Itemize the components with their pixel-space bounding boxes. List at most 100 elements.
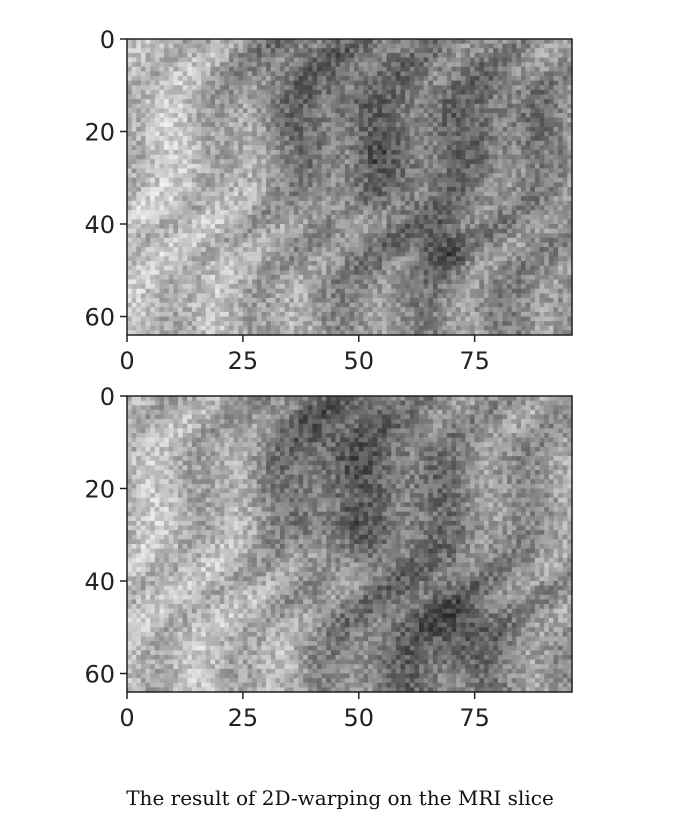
- heatmap-cell: [446, 237, 453, 244]
- heatmap-cell: [289, 52, 295, 59]
- heatmap-cell: [177, 196, 184, 202]
- heatmap-cell: [553, 237, 559, 244]
- heatmap-cell: [516, 39, 522, 45]
- heatmap-cell: [432, 270, 439, 276]
- heatmap-cell: [534, 256, 541, 262]
- heatmap-cell: [544, 205, 550, 211]
- heatmap-cell: [391, 52, 397, 59]
- heatmap-cell: [493, 39, 499, 45]
- heatmap-cell: [321, 205, 327, 211]
- heatmap-cell: [363, 228, 369, 234]
- heatmap-cell: [553, 196, 559, 202]
- heatmap-cell: [219, 200, 225, 207]
- heatmap-cell: [354, 256, 360, 262]
- heatmap-cell: [539, 39, 545, 45]
- heatmap-cell: [238, 224, 244, 230]
- heatmap-cell: [460, 210, 466, 216]
- heatmap-cell: [215, 117, 221, 123]
- heatmap-cell: [451, 103, 457, 109]
- heatmap-cell: [210, 62, 216, 68]
- heatmap-cell: [340, 108, 346, 114]
- heatmap-cell: [386, 99, 392, 105]
- heatmap-cell: [219, 57, 225, 63]
- heatmap-cell: [465, 182, 471, 188]
- heatmap-cell: [224, 237, 230, 244]
- heatmap-cell: [233, 150, 239, 156]
- heatmap-cell: [159, 219, 165, 225]
- heatmap-cell: [456, 196, 462, 202]
- heatmap-cell: [289, 94, 295, 100]
- heatmap-cell: [210, 103, 216, 109]
- heatmap-cell: [140, 122, 147, 128]
- heatmap-cell: [358, 71, 365, 77]
- heatmap-cell: [525, 247, 531, 253]
- heatmap-cell: [196, 210, 202, 216]
- heatmap-cell: [483, 219, 490, 225]
- heatmap-cell: [270, 265, 276, 271]
- heatmap-cell: [307, 168, 314, 174]
- heatmap-cell: [136, 173, 142, 179]
- heatmap-cell: [279, 200, 286, 207]
- heatmap-cell: [275, 205, 281, 211]
- heatmap-cell: [340, 191, 346, 197]
- heatmap-cell: [187, 94, 193, 100]
- heatmap-cell: [419, 66, 425, 72]
- heatmap-cell: [289, 108, 295, 114]
- heatmap-cell: [377, 57, 383, 63]
- heatmap-cell: [368, 145, 374, 151]
- heatmap-cell: [493, 247, 499, 253]
- heatmap-cell: [386, 113, 392, 119]
- heatmap-cell: [219, 126, 225, 133]
- heatmap-cell: [483, 136, 490, 142]
- heatmap-cell: [266, 228, 272, 234]
- heatmap-cell: [159, 85, 165, 91]
- heatmap-cell: [140, 62, 147, 68]
- heatmap-cell: [567, 205, 573, 211]
- heatmap-cell: [386, 233, 392, 239]
- heatmap-cell: [312, 196, 318, 202]
- heatmap-cell: [233, 242, 239, 248]
- heatmap-cell: [284, 210, 290, 216]
- heatmap-cell: [210, 76, 216, 82]
- heatmap-cell: [525, 80, 531, 86]
- heatmap-cell: [395, 177, 402, 183]
- heatmap-cell: [553, 182, 559, 188]
- heatmap-cell: [242, 131, 249, 137]
- heatmap-cell: [358, 173, 365, 179]
- heatmap-cell: [335, 256, 341, 262]
- heatmap-cell: [497, 117, 504, 123]
- heatmap-cell: [456, 251, 462, 257]
- heatmap-cell: [544, 256, 550, 262]
- heatmap-cell: [502, 136, 508, 142]
- heatmap-cell: [460, 205, 466, 211]
- heatmap-cell: [493, 85, 499, 91]
- heatmap-cell: [303, 224, 309, 230]
- heatmap-cell: [451, 261, 457, 267]
- heatmap-cell: [344, 159, 351, 165]
- heatmap-cell: [168, 71, 174, 77]
- heatmap-cell: [493, 103, 499, 109]
- heatmap-cell: [368, 251, 374, 257]
- heatmap-cell: [233, 210, 239, 216]
- heatmap-cell: [405, 66, 411, 72]
- heatmap-cell: [140, 117, 147, 123]
- heatmap-cell: [252, 80, 258, 86]
- heatmap-cell: [317, 261, 323, 267]
- heatmap-cell: [233, 52, 239, 59]
- heatmap-cell: [150, 48, 156, 54]
- heatmap-cell: [405, 265, 411, 271]
- heatmap-cell: [567, 274, 573, 281]
- heatmap-cell: [400, 182, 406, 188]
- heatmap-cell: [562, 66, 568, 72]
- heatmap-cell: [191, 256, 198, 262]
- heatmap-cell: [261, 251, 267, 257]
- heatmap-cell: [164, 57, 170, 63]
- heatmap-cell: [242, 103, 249, 109]
- heatmap-cell: [479, 66, 485, 72]
- heatmap-cell: [164, 85, 170, 91]
- heatmap-cell: [395, 108, 402, 114]
- heatmap-cell: [256, 103, 263, 109]
- heatmap-cell: [289, 163, 295, 170]
- heatmap-cell: [136, 265, 142, 271]
- heatmap-cell: [238, 80, 244, 86]
